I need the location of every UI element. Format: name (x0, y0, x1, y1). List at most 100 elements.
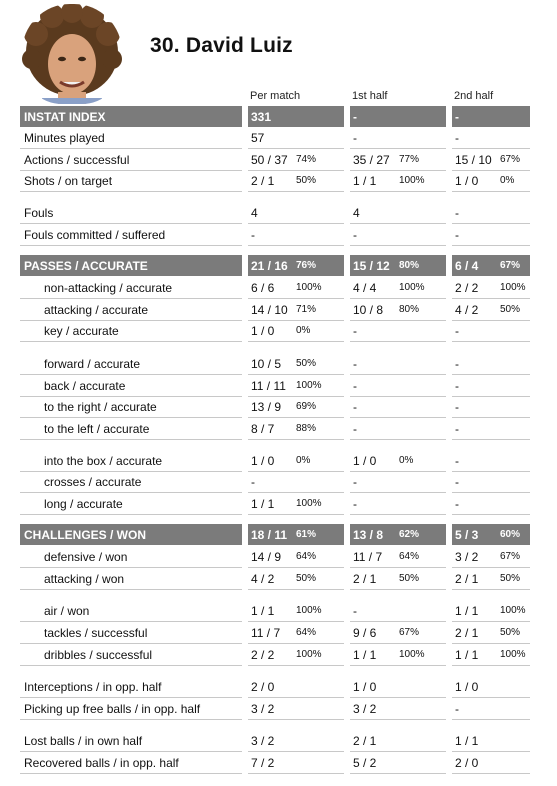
stat-value: - (251, 228, 255, 242)
stat-percent: 50% (296, 175, 317, 186)
stat-cell: 2 / 2 100% (248, 644, 344, 666)
stat-cell: 1 / 0 0% (452, 170, 530, 192)
stat-cell: 2 / 2 100% (452, 277, 530, 299)
stat-cell: - (350, 375, 446, 397)
stat-percent: 71% (296, 304, 317, 315)
stat-row: attacking / won 4 / 2 50% 2 / 1 50% 2 / 1 50% (20, 568, 530, 590)
stat-value: 5 / 3 (455, 528, 479, 542)
stat-percent: 100% (399, 175, 425, 186)
stat-percent: 76% (296, 260, 317, 271)
stat-percent: 80% (399, 304, 420, 315)
stat-value: 5 / 2 (353, 756, 377, 770)
row-label: Recovered balls / in opp. half (24, 756, 179, 770)
stat-value: - (353, 497, 357, 511)
stat-cell: - (350, 418, 446, 440)
stat-value: 21 / 16 (251, 259, 288, 273)
stat-value: 3 / 2 (353, 702, 377, 716)
stat-row: key / accurate 1 / 0 0% - - (20, 320, 530, 342)
stat-row: tackles / successful 11 / 7 64% 9 / 6 67% 2 /… (20, 622, 530, 644)
stat-cell: 5 / 2 (350, 752, 446, 774)
stat-value: 7 / 2 (251, 756, 275, 770)
row-label-cell: dribbles / successful (20, 644, 242, 666)
row-label: Minutes played (24, 131, 105, 145)
stat-cell: 6 / 4 67% (452, 255, 530, 276)
row-label-cell: CHALLENGES / WON (20, 524, 242, 545)
row-label-cell: non-attacking / accurate (20, 277, 242, 299)
stat-cell: 10 / 8 80% (350, 299, 446, 321)
stat-value: 4 / 2 (455, 303, 479, 317)
row-label: crosses / accurate (44, 475, 142, 489)
stat-value: 331 (251, 110, 272, 124)
stat-cell: 13 / 8 62% (350, 524, 446, 545)
stat-cell: 57 (248, 127, 344, 149)
stat-cell: - (452, 127, 530, 149)
player-photo (22, 4, 122, 104)
row-label-cell: crosses / accurate (20, 471, 242, 493)
stat-value: 2 / 1 (353, 572, 377, 586)
stat-value: - (455, 228, 459, 242)
stat-percent: 50% (296, 358, 317, 369)
row-label-cell: Actions / successful (20, 149, 242, 171)
stat-cell: - (350, 106, 446, 127)
stat-value: 8 / 7 (251, 422, 275, 436)
row-label: tackles / successful (44, 626, 148, 640)
row-label: Fouls committed / suffered (24, 228, 166, 242)
stat-cell: 4 / 4 100% (350, 277, 446, 299)
stat-value: - (455, 702, 459, 716)
stat-cell: 1 / 0 (452, 676, 530, 698)
row-label-cell: attacking / accurate (20, 299, 242, 321)
stat-cell: 2 / 1 50% (248, 170, 344, 192)
stat-value: 4 / 2 (251, 572, 275, 586)
stat-percent: 0% (296, 325, 311, 336)
row-label: to the left / accurate (44, 422, 150, 436)
stat-row: defensive / won 14 / 9 64% 11 / 7 64% 3 / 2 67… (20, 546, 530, 568)
stat-cell: - (350, 493, 446, 515)
stat-cell: 1 / 1 100% (350, 644, 446, 666)
stat-row: Fouls committed / suffered - - - (20, 224, 530, 246)
stat-cell: 1 / 0 0% (248, 450, 344, 472)
stat-cell: 1 / 1 100% (350, 170, 446, 192)
stat-percent: 62% (399, 529, 420, 540)
stat-value: 2 / 1 (251, 174, 275, 188)
stat-cell: - (452, 375, 530, 397)
column-header-per-match: Per match (250, 90, 301, 102)
stat-cell: 14 / 10 71% (248, 299, 344, 321)
stat-value: 1 / 1 (353, 648, 377, 662)
stat-row: Interceptions / in opp. half 2 / 0 1 / 0 1 … (20, 676, 530, 698)
stat-value: 2 / 1 (455, 626, 479, 640)
stat-row: back / accurate 11 / 11 100% - - (20, 375, 530, 397)
stat-value: 1 / 0 (251, 454, 275, 468)
stat-percent: 50% (500, 627, 521, 638)
stat-row: non-attacking / accurate 6 / 6 100% 4 / 4 10… (20, 277, 530, 299)
row-label: Shots / on target (24, 174, 113, 188)
stat-cell: 4 (248, 202, 344, 224)
row-label: CHALLENGES / WON (24, 528, 146, 542)
stat-cell: 2 / 0 (248, 676, 344, 698)
stat-percent: 80% (399, 260, 420, 271)
stat-value: 1 / 1 (455, 604, 479, 618)
row-label: non-attacking / accurate (44, 281, 173, 295)
stat-cell: 3 / 2 (248, 698, 344, 720)
stat-value: 4 (251, 206, 258, 220)
stat-percent: 67% (500, 154, 521, 165)
player-title: 30. David Luiz (150, 34, 293, 57)
stat-percent: 100% (296, 605, 322, 616)
stat-value: - (455, 206, 459, 220)
stat-cell: 1 / 1 100% (452, 600, 530, 622)
stat-percent: 69% (296, 401, 317, 412)
stat-value: - (251, 475, 255, 489)
stat-value: 2 / 1 (353, 734, 377, 748)
stat-percent: 77% (399, 154, 420, 165)
stat-cell: - (452, 493, 530, 515)
stat-value: 13 / 9 (251, 400, 282, 414)
stat-value: 13 / 8 (353, 528, 384, 542)
row-label: attacking / accurate (44, 303, 149, 317)
row-label: Lost balls / in own half (24, 734, 143, 748)
row-label-cell: INSTAT INDEX (20, 106, 242, 127)
stat-percent: 100% (296, 498, 322, 509)
stat-percent: 0% (500, 175, 515, 186)
stat-cell: - (350, 396, 446, 418)
row-label: to the right / accurate (44, 400, 157, 414)
stat-cell: 1 / 0 (350, 676, 446, 698)
stat-row: Shots / on target 2 / 1 50% 1 / 1 100% 1 / 0 0… (20, 170, 530, 192)
